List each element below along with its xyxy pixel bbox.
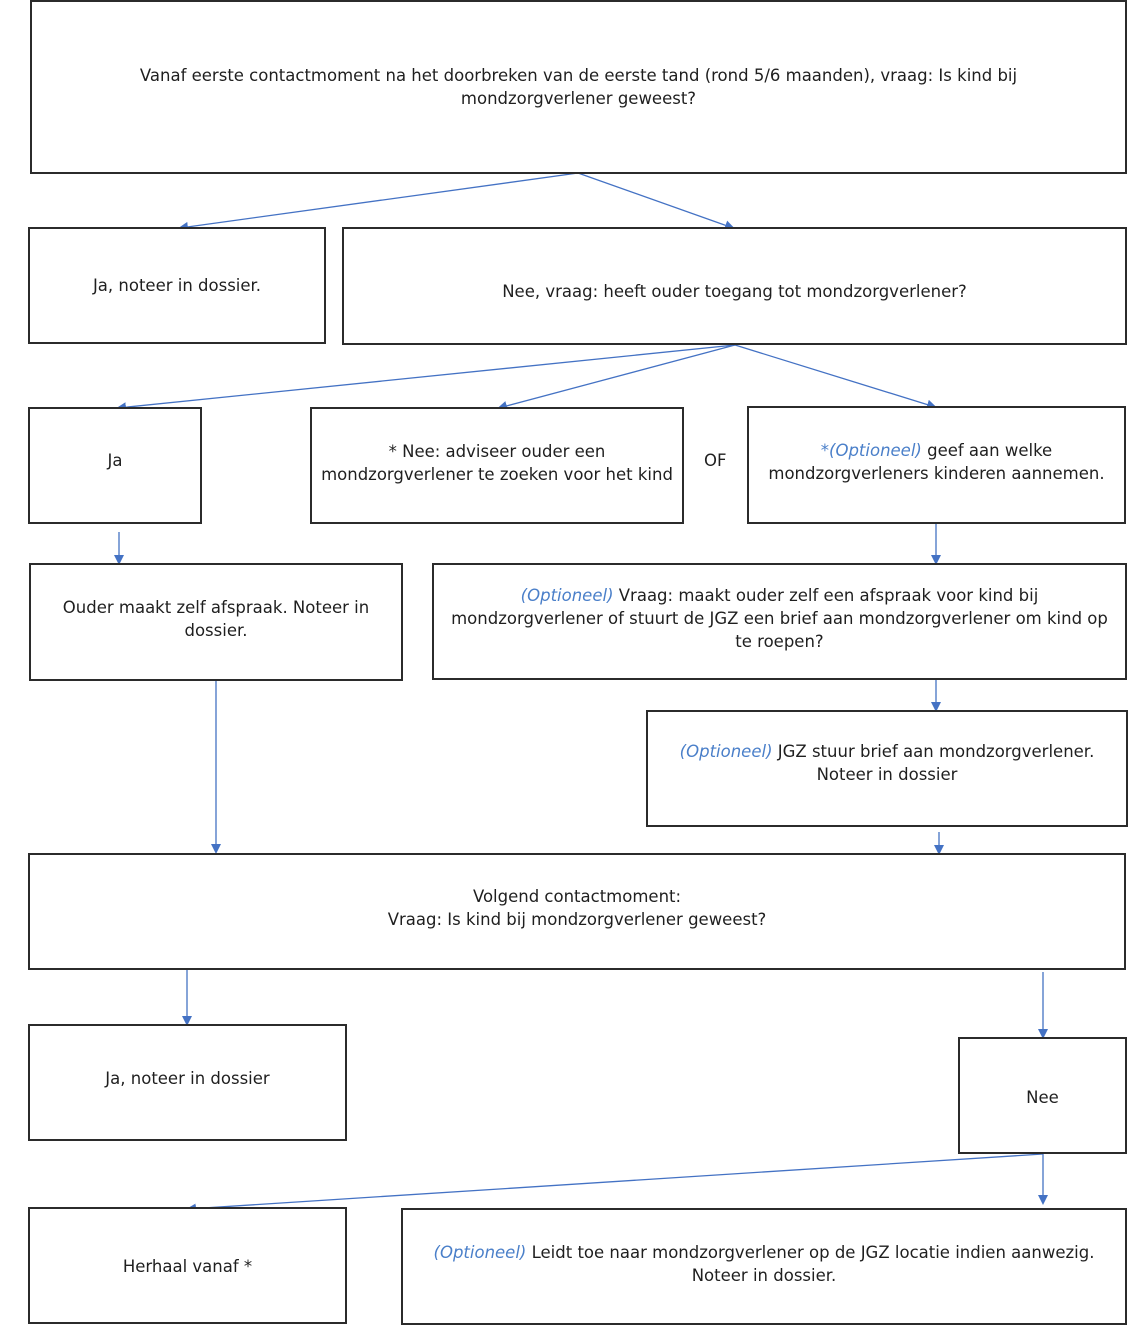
start-line1: Vanaf eerste contactmoment na het doorbr…: [139, 66, 1018, 85]
ja-noteer-box: Ja, noteer in dossier.: [28, 227, 326, 344]
optioneel-brief-box: (Optioneel) JGZ stuur brief aan mondzorg…: [646, 710, 1128, 827]
ouder-afspraak-line1: Ouder maakt zelf afspraak. Noteer in: [62, 598, 370, 617]
optioneel-vraag-prefix: (Optioneel): [520, 586, 614, 605]
herhaal-text: Herhaal vanaf *: [122, 1257, 253, 1276]
start-line2: mondzorgverlener geweest?: [460, 89, 697, 108]
optioneel-leidt-line1: Leidt toe naar mondzorgverlener op de JG…: [526, 1242, 1095, 1262]
optioneel-welke-line1: geef aan welke: [921, 441, 1053, 460]
optioneel-brief-prefix: (Optioneel): [679, 741, 773, 761]
optioneel-vraag-line1: Vraag: maakt ouder zelf een afspraak voo…: [613, 586, 1039, 605]
nee-text: Nee: [1026, 1088, 1059, 1107]
nee-box: Nee: [958, 1037, 1127, 1154]
optioneel-welke-box: *(Optioneel) geef aan welke mondzorgverl…: [747, 406, 1126, 524]
ja-box: Ja: [28, 407, 202, 524]
nee-adviseer-line1: * Nee: adviseer ouder een: [388, 441, 606, 461]
arrow-start-to-nee: [577, 172, 735, 231]
of-label: OF: [704, 451, 727, 470]
optioneel-leidt-line2: Noteer in dossier.: [691, 1265, 837, 1285]
volgend-line1: Volgend contactmoment:: [472, 886, 682, 906]
optioneel-brief-line2: Noteer in dossier: [816, 764, 958, 784]
nee-vraag-box: Nee, vraag: heeft ouder toegang tot mond…: [342, 227, 1127, 345]
arrow-nee-to-herhaal: [186, 1153, 1044, 1214]
nee-adviseer-box: * Nee: adviseer ouder een mondzorgverlen…: [310, 407, 684, 524]
optioneel-vraag-line2: mondzorgverlener of stuurt de JGZ een br…: [451, 609, 1108, 628]
optioneel-leidt-prefix: (Optioneel): [433, 1242, 527, 1262]
optioneel-welke-prefix: *(Optioneel): [820, 441, 922, 460]
ja-noteer2-box: Ja, noteer in dossier: [28, 1024, 347, 1141]
nee-adviseer-line2: mondzorgverlener te zoeken voor het kind: [321, 464, 673, 484]
start-box: Vanaf eerste contactmoment na het doorbr…: [30, 0, 1127, 174]
ouder-afspraak-line2: dossier.: [184, 621, 248, 640]
ja-text: Ja: [107, 451, 123, 470]
arrow-nee-to-optioneel: [734, 344, 937, 410]
optioneel-vraag-box: (Optioneel) Vraag: maakt ouder zelf een …: [432, 563, 1127, 680]
nee-vraag-text: Nee, vraag: heeft ouder toegang tot mond…: [502, 281, 967, 301]
ouder-afspraak-box: Ouder maakt zelf afspraak. Noteer in dos…: [29, 563, 403, 681]
optioneel-brief-line1: JGZ stuur brief aan mondzorgverlener.: [772, 741, 1095, 761]
volgend-line2: Vraag: Is kind bij mondzorgverlener gewe…: [387, 909, 767, 929]
ja-noteer-text: Ja, noteer in dossier.: [92, 276, 262, 295]
herhaal-box: Herhaal vanaf *: [28, 1207, 347, 1324]
ja-noteer2-text: Ja, noteer in dossier: [105, 1069, 270, 1088]
arrow-start-to-ja: [178, 172, 579, 232]
optioneel-vraag-line3: te roepen?: [735, 632, 824, 651]
arrow-nee-to-adviseer: [497, 344, 736, 411]
volgend-box: Volgend contactmoment: Vraag: Is kind bi…: [28, 853, 1126, 970]
optioneel-welke-line2: mondzorgverleners kinderen aannemen.: [768, 464, 1105, 483]
arrow-nee-to-ja: [116, 344, 736, 413]
optioneel-leidt-box: (Optioneel) Leidt toe naar mondzorgverle…: [401, 1208, 1127, 1325]
